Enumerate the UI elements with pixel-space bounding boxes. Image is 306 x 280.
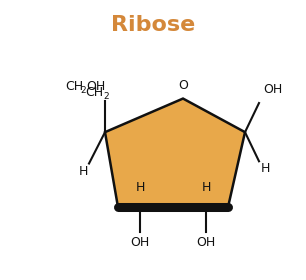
Text: OH: OH bbox=[86, 80, 105, 93]
Text: H: H bbox=[135, 181, 145, 194]
Text: CH: CH bbox=[65, 80, 83, 93]
Text: OH: OH bbox=[196, 236, 216, 249]
Text: OH: OH bbox=[130, 236, 150, 249]
Text: H: H bbox=[260, 162, 270, 174]
Polygon shape bbox=[105, 99, 245, 207]
Text: 2: 2 bbox=[80, 86, 86, 95]
Text: H: H bbox=[201, 181, 211, 194]
Text: 2: 2 bbox=[103, 92, 109, 101]
Text: O: O bbox=[178, 79, 188, 92]
Text: H: H bbox=[78, 165, 88, 178]
Text: CH: CH bbox=[85, 86, 103, 99]
Text: Ribose: Ribose bbox=[111, 15, 195, 35]
Text: OH: OH bbox=[263, 83, 282, 96]
